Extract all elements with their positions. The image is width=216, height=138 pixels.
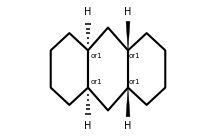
Text: H: H <box>84 7 92 17</box>
Text: H: H <box>84 121 92 131</box>
Polygon shape <box>126 88 130 117</box>
Text: or1: or1 <box>129 79 140 85</box>
Text: or1: or1 <box>129 53 140 59</box>
Text: or1: or1 <box>90 79 102 85</box>
Text: H: H <box>124 7 132 17</box>
Text: or1: or1 <box>90 53 102 59</box>
Polygon shape <box>126 21 130 50</box>
Text: H: H <box>124 121 132 131</box>
